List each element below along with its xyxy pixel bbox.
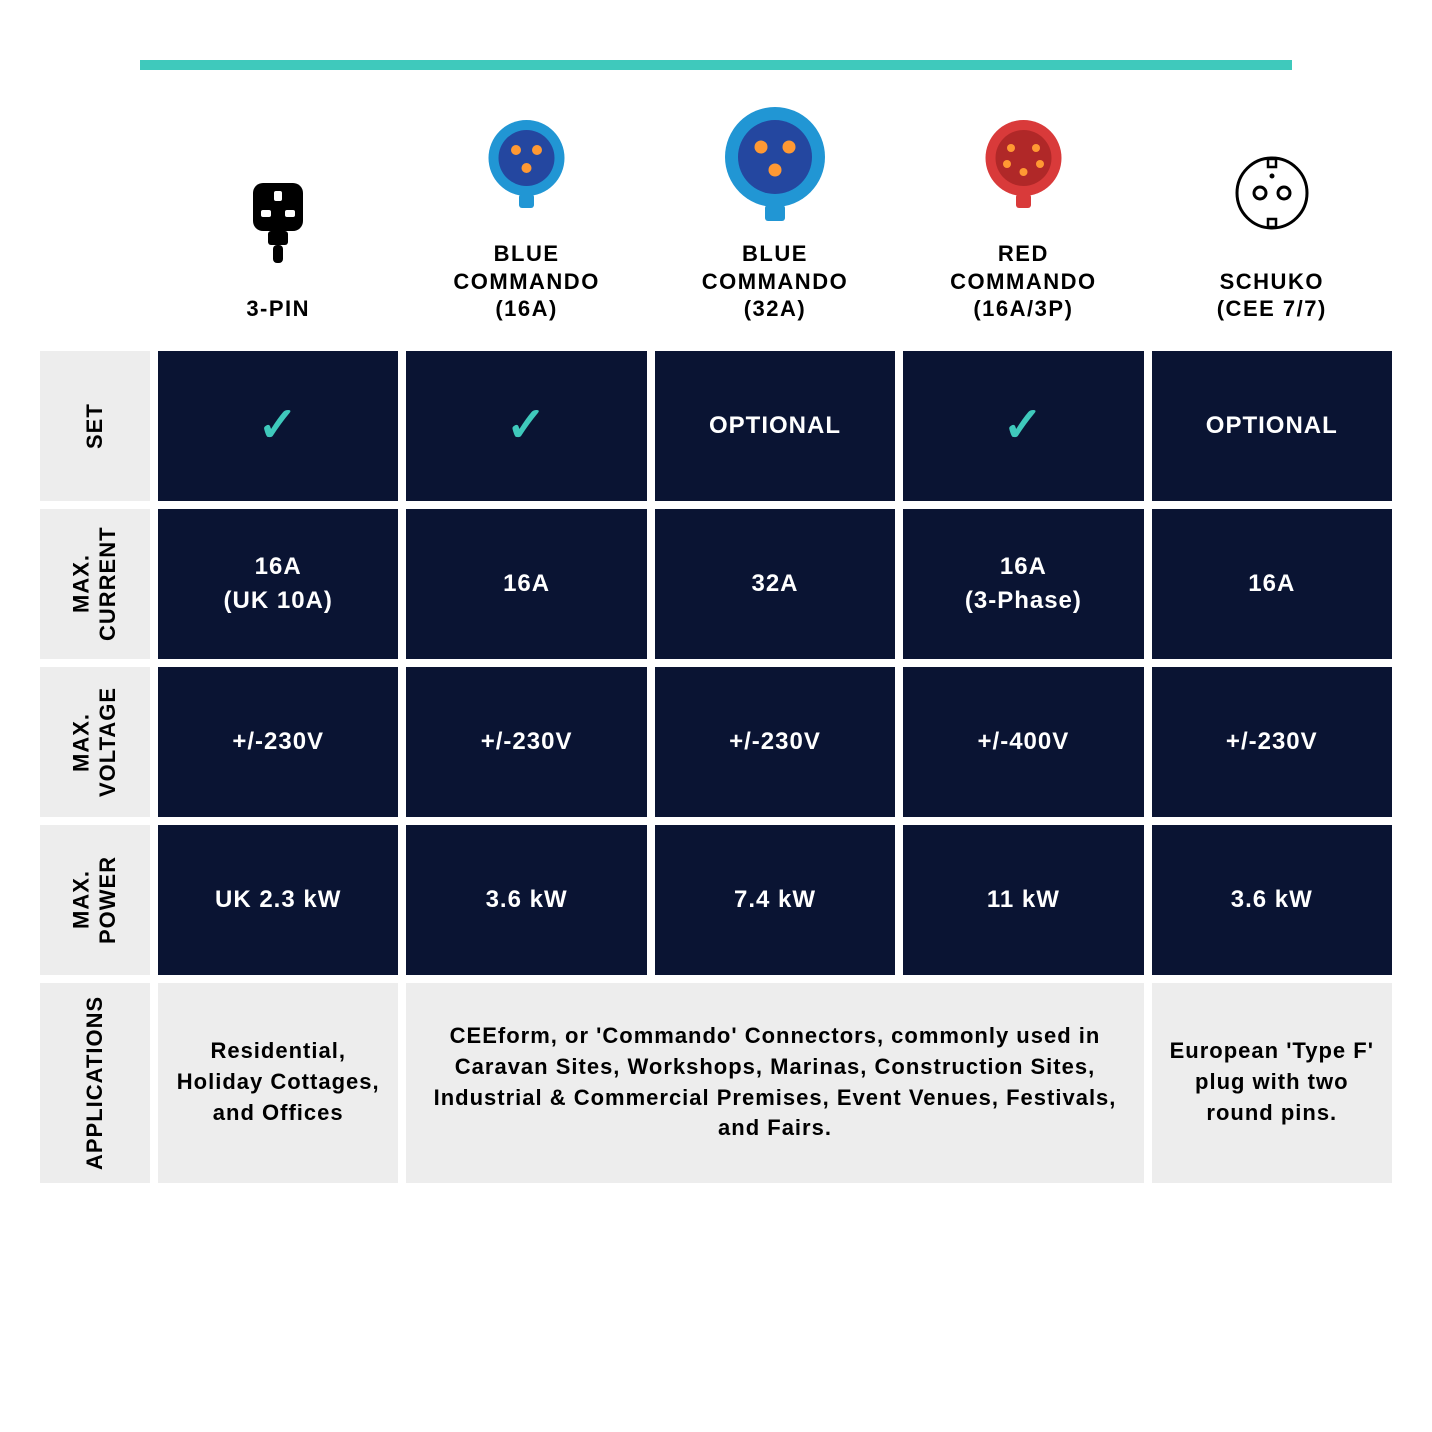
cell-current-4: 16A bbox=[1152, 509, 1392, 659]
header-label: BLUECOMMANDO(16A) bbox=[453, 240, 599, 323]
row-label-power: MAX.POWER bbox=[40, 825, 150, 975]
header-blue16: BLUECOMMANDO(16A) bbox=[406, 100, 646, 343]
cell-voltage-2: +/-230V bbox=[655, 667, 895, 817]
header-label: SCHUKO(CEE 7/7) bbox=[1217, 268, 1327, 323]
cell-app-0: Residential, Holiday Cottages, and Offic… bbox=[158, 983, 398, 1183]
cell-power-0: UK 2.3 kW bbox=[158, 825, 398, 975]
cell-current-2: 32A bbox=[655, 509, 895, 659]
check-icon: ✓ bbox=[258, 392, 299, 459]
row-label-voltage: MAX.VOLTAGE bbox=[40, 667, 150, 817]
header-schuko: SCHUKO(CEE 7/7) bbox=[1152, 100, 1392, 343]
header-label: BLUECOMMANDO(32A) bbox=[702, 240, 848, 323]
comparison-table: 3-PIN BLUECOMMANDO(16A) bbox=[40, 100, 1392, 1183]
cell-set-1: ✓ bbox=[406, 351, 646, 501]
header-blue32: BLUECOMMANDO(32A) bbox=[655, 100, 895, 343]
cell-voltage-0: +/-230V bbox=[158, 667, 398, 817]
cell-current-1: 16A bbox=[406, 509, 646, 659]
cell-power-2: 7.4 kW bbox=[655, 825, 895, 975]
header-label: REDCOMMANDO(16A/3P) bbox=[950, 240, 1096, 323]
cell-set-0: ✓ bbox=[158, 351, 398, 501]
cell-set-3: ✓ bbox=[903, 351, 1143, 501]
row-label-set: SET bbox=[40, 351, 150, 501]
cell-app-1: CEEform, or 'Commando' Connectors, commo… bbox=[406, 983, 1143, 1183]
check-icon: ✓ bbox=[1003, 392, 1044, 459]
cell-power-1: 3.6 kW bbox=[406, 825, 646, 975]
header-label: 3-PIN bbox=[246, 295, 310, 323]
row-label-applications: APPLICATIONS bbox=[40, 983, 150, 1183]
cell-current-3: 16A(3-Phase) bbox=[903, 509, 1143, 659]
plug-blue16-icon bbox=[484, 110, 569, 220]
cell-voltage-3: +/-400V bbox=[903, 667, 1143, 817]
header-red16: REDCOMMANDO(16A/3P) bbox=[903, 100, 1143, 343]
plug-blue32-icon bbox=[720, 110, 830, 220]
plug-schuko-icon bbox=[1232, 138, 1312, 248]
plug-red-icon bbox=[981, 110, 1066, 220]
cell-set-2: OPTIONAL bbox=[655, 351, 895, 501]
top-accent-bar bbox=[140, 60, 1292, 70]
cell-voltage-4: +/-230V bbox=[1152, 667, 1392, 817]
cell-voltage-1: +/-230V bbox=[406, 667, 646, 817]
header-blank bbox=[40, 100, 150, 343]
plug-3pin-icon bbox=[243, 165, 313, 275]
header-3pin: 3-PIN bbox=[158, 100, 398, 343]
cell-power-3: 11 kW bbox=[903, 825, 1143, 975]
cell-power-4: 3.6 kW bbox=[1152, 825, 1392, 975]
row-label-current: MAX.CURRENT bbox=[40, 509, 150, 659]
cell-set-4: OPTIONAL bbox=[1152, 351, 1392, 501]
cell-current-0: 16A(UK 10A) bbox=[158, 509, 398, 659]
check-icon: ✓ bbox=[506, 392, 547, 459]
cell-app-2: European 'Type F' plug with two round pi… bbox=[1152, 983, 1392, 1183]
